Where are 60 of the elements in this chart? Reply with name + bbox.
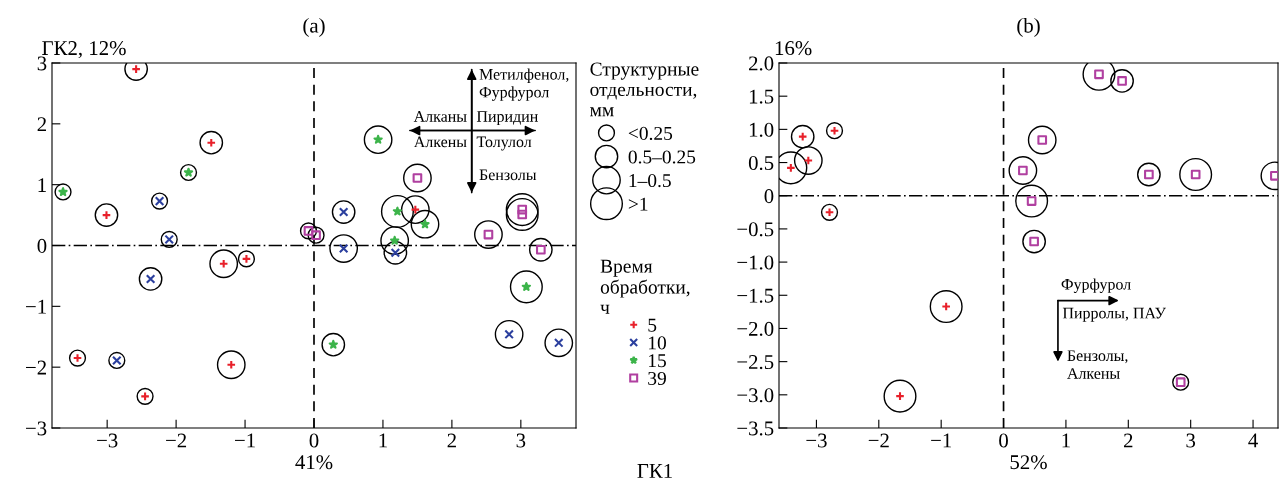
annotation: Алкены [413,136,467,148]
y-tick-label: 1 [38,178,46,192]
legend-label: 1–0.5 [629,173,671,188]
y-tick-label: 2 [37,117,46,132]
x-tick-label: −1 [931,433,952,448]
annotation: Бензолы, Алкены [1067,350,1128,379]
legend-label: 5 [648,318,657,332]
y-tick-label: −2 [26,360,46,375]
legend-label: 0.5–0.25 [628,150,696,164]
x-tick-label: 3 [1186,433,1196,448]
legend-title: Время обработки, ч [600,259,690,314]
y-tick-label: 0 [37,238,47,253]
annotation: Алканы [413,111,467,122]
chart-title: (b) [1017,17,1040,37]
x-tick-label: 1 [1062,433,1070,448]
y-tick-label: 1.5 [749,89,774,104]
y-tick-label: −3 [26,421,47,436]
x-tick-label: 2 [1124,433,1133,448]
x-tick-label: 0 [309,433,319,448]
y-tick-label: −1 [26,299,46,314]
legend-label: >1 [628,197,648,211]
y-tick-label: −2.0 [737,321,774,336]
y-tick-label: 2.0 [749,56,774,71]
x-tick-label: 3 [516,433,526,448]
x-tick-label: 1 [379,433,387,448]
x-tick-label: 4 [1248,433,1258,448]
text: Структурные отдельности, мм [590,62,699,117]
y-tick-label: −3.5 [737,421,774,436]
y-axis-title: ГК2, 12% [42,41,126,59]
y-tick-label: −3.0 [737,388,774,403]
text: ГК1 [637,463,672,478]
x-tick-label: −2 [868,433,889,448]
y-tick-label: −1.0 [737,255,774,270]
legend-label: 10 [649,336,666,350]
x-tick-label: −1 [235,433,255,448]
x-tick-label: −2 [166,433,187,448]
annotation: Пирролы, ПАУ [1062,307,1166,322]
x-tick-label: −3 [806,433,827,448]
y-tick-label: −0.5 [737,222,774,237]
chart-title: (a) [303,17,325,37]
legend-label: 39 [648,371,666,385]
annotation: Толулол [476,136,532,151]
annotation: Метилфенол, Фурфурол [479,68,569,101]
x-tick-label: 0 [999,433,1008,448]
y-tick-label: −1.5 [737,288,774,303]
legend-label: <0.25 [628,126,673,141]
y-tick-label: 3 [37,56,47,71]
annotation: Пиридин [476,111,538,126]
y-tick-label: 0 [764,189,774,204]
legend-label: 15 [649,354,666,368]
y-axis-title: 16% [775,41,812,56]
y-tick-label: 0.5 [748,155,774,171]
x-axis-title: 52% [1010,455,1047,470]
x-axis-title: 41% [295,455,333,470]
annotation: Фурфурол [1061,278,1131,293]
x-tick-label: −3 [97,433,118,448]
y-tick-label: −2.5 [737,355,774,370]
x-tick-label: 2 [447,433,456,448]
y-tick-label: 1.0 [749,122,774,137]
annotation: Бензолы [479,169,537,181]
